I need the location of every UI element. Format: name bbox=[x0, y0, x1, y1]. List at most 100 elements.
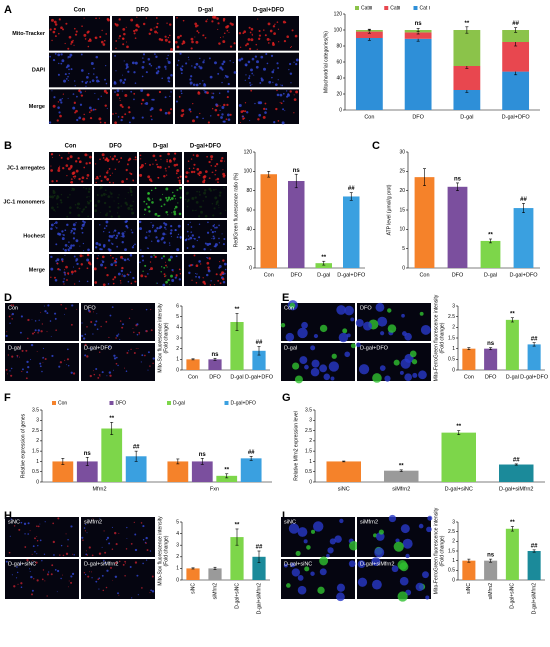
micrograph-spot bbox=[133, 244, 135, 247]
micrograph-spot bbox=[163, 266, 166, 269]
y-axis-label: Relative Mfrn2 expression level bbox=[293, 411, 299, 480]
micrograph-spot bbox=[186, 247, 189, 249]
micrograph-spot bbox=[84, 354, 87, 357]
micrograph-spot bbox=[164, 223, 168, 226]
legend-label: Cat Ⅰ bbox=[420, 5, 431, 11]
micrograph-spot bbox=[293, 61, 295, 63]
micrograph-spot bbox=[119, 79, 123, 82]
micrograph-spot bbox=[57, 169, 61, 172]
micrograph-spot bbox=[206, 155, 208, 158]
micrograph-spot bbox=[74, 33, 78, 36]
micrograph-spot bbox=[246, 42, 249, 46]
micrograph-spot bbox=[98, 374, 101, 376]
micrograph-spot bbox=[100, 40, 104, 44]
bar-segment bbox=[453, 66, 481, 90]
micrograph-spot bbox=[84, 530, 86, 532]
micrograph-spot bbox=[155, 17, 158, 19]
micrograph-spot bbox=[141, 116, 144, 119]
micrograph-spot bbox=[85, 187, 88, 190]
micrograph-spot bbox=[17, 583, 19, 585]
micrograph-spot bbox=[190, 37, 194, 41]
micrograph-spot bbox=[306, 545, 311, 550]
micrograph-spot bbox=[149, 261, 152, 263]
micrograph-spot bbox=[402, 538, 413, 549]
micrograph-spot bbox=[63, 271, 66, 274]
micrograph-spot bbox=[188, 108, 192, 111]
micrograph-spot bbox=[294, 34, 298, 38]
micrograph-spot bbox=[203, 189, 207, 192]
image-row-label: Merge bbox=[29, 104, 45, 110]
significance-label: ns bbox=[211, 352, 219, 358]
micrograph-spot bbox=[196, 190, 198, 193]
micrograph-spot bbox=[84, 333, 87, 336]
micrograph-spot bbox=[150, 222, 152, 224]
micrograph-spot bbox=[269, 29, 273, 33]
y-tick-label: 2 bbox=[176, 346, 179, 352]
micrograph-spot bbox=[147, 247, 149, 250]
significance-label: ** bbox=[235, 307, 240, 313]
error-bar bbox=[514, 463, 518, 466]
y-axis-label: Red/Green fluorescence ratio (%) bbox=[233, 172, 239, 247]
micrograph-spot bbox=[122, 563, 125, 566]
micrograph-spot bbox=[126, 45, 129, 49]
micrograph-spot bbox=[140, 163, 144, 167]
micrograph-spot bbox=[119, 97, 121, 99]
micrograph-spot bbox=[379, 365, 386, 371]
micrograph-spot bbox=[96, 194, 99, 197]
micrograph-spot bbox=[72, 188, 75, 191]
micrograph-spot bbox=[178, 212, 182, 216]
micrograph-spot bbox=[418, 370, 427, 380]
micrograph-spot bbox=[297, 575, 304, 581]
significance-label: ** bbox=[109, 416, 114, 422]
micrograph-spot bbox=[49, 320, 52, 322]
micrograph-spot bbox=[107, 283, 110, 285]
micrograph-spot bbox=[331, 353, 337, 359]
micrograph-spot bbox=[165, 264, 167, 267]
significance-label: ** bbox=[224, 467, 229, 473]
micrograph-spot bbox=[106, 17, 110, 21]
image-tile-label: D-gal+siMfrn2 bbox=[84, 561, 118, 567]
significance-label: ns bbox=[199, 452, 207, 458]
micrograph-spot bbox=[193, 237, 195, 239]
micrograph-spot bbox=[78, 116, 82, 120]
micrograph-spot bbox=[94, 281, 98, 284]
panel-letter: B bbox=[4, 140, 12, 152]
micrograph-spot bbox=[62, 248, 65, 250]
micrograph-spot bbox=[202, 277, 204, 279]
significance-label: ## bbox=[513, 457, 520, 463]
micrograph-spot bbox=[374, 547, 385, 558]
micrograph-spot bbox=[262, 115, 266, 119]
micrograph-spot bbox=[245, 74, 247, 76]
micrograph-spot bbox=[51, 156, 53, 158]
micrograph-spot bbox=[131, 211, 135, 215]
error-bar bbox=[61, 458, 65, 465]
micrograph-spot bbox=[66, 175, 68, 177]
micrograph-spot bbox=[76, 262, 79, 266]
y-tick-label: 2.5 bbox=[448, 529, 455, 535]
micrograph-spot bbox=[140, 158, 142, 160]
micrograph-spot bbox=[400, 358, 411, 369]
micrograph-spot bbox=[271, 76, 273, 79]
micrograph-spot bbox=[151, 575, 154, 578]
micrograph-spot bbox=[134, 243, 136, 246]
micrograph-spot bbox=[11, 574, 13, 576]
micrograph-spot bbox=[69, 194, 71, 196]
bar bbox=[447, 186, 468, 268]
micrograph-spot bbox=[350, 343, 356, 349]
micrograph-spot bbox=[161, 77, 163, 80]
micrograph-spot bbox=[54, 23, 58, 26]
micrograph-spot bbox=[132, 180, 134, 182]
micrograph-spot bbox=[157, 214, 160, 218]
y-axis-label: (Fold change) bbox=[439, 535, 445, 566]
micrograph-spot bbox=[139, 261, 141, 264]
y-tick-label: 3 bbox=[452, 303, 455, 309]
micrograph-spot bbox=[17, 346, 19, 348]
micrograph-spot bbox=[205, 20, 208, 23]
micrograph-spot bbox=[50, 227, 53, 231]
micrograph-spot bbox=[258, 34, 262, 37]
micrograph-spot bbox=[328, 361, 340, 372]
micrograph-spot bbox=[155, 55, 158, 59]
bar bbox=[101, 428, 123, 482]
micrograph-spot bbox=[196, 30, 199, 33]
micrograph-spot bbox=[291, 29, 294, 32]
